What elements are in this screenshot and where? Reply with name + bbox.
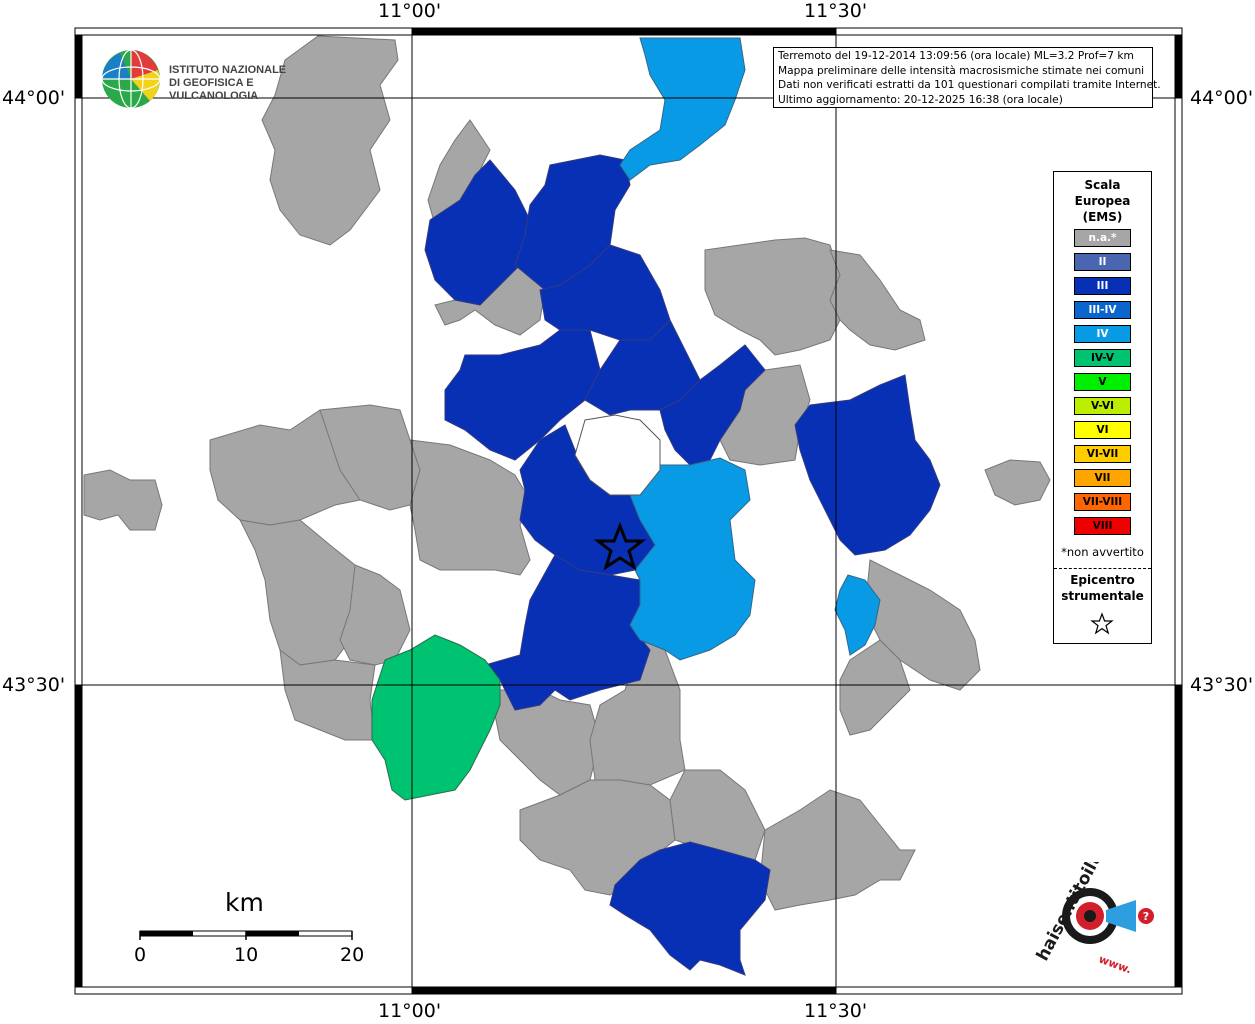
municipality-iii-far-east xyxy=(794,374,941,556)
lat-label-left-top: 44°00' xyxy=(2,87,66,109)
brand-prefix: www. xyxy=(1097,953,1133,977)
event-info-box: Terremoto del 19-12-2014 13:09:56 (ora l… xyxy=(773,47,1161,108)
unmapped-area-center xyxy=(574,414,661,496)
municipality-na-ne1 xyxy=(704,237,841,356)
scale-tick-20: 20 xyxy=(340,944,365,966)
municipality-iv-north xyxy=(619,37,746,181)
legend-swatch: VIII xyxy=(1074,517,1131,535)
ems-legend: Scala Europea (EMS) n.a.* II III III-IV IV IV… xyxy=(1053,171,1152,644)
lat-label-right-bottom: 43°30' xyxy=(1190,674,1254,696)
lat-label-left-bottom: 43°30' xyxy=(2,674,66,696)
intensity-ivv-municipalities xyxy=(371,634,501,801)
scale-tick-10: 10 xyxy=(234,944,259,966)
municipality-na-sw1 xyxy=(239,519,361,666)
legend-swatch: VI-VII xyxy=(1074,445,1131,463)
legend-swatch: V-VI xyxy=(1074,397,1131,415)
legend-swatch: IV-V xyxy=(1074,349,1131,367)
legend-swatch: VII xyxy=(1074,469,1131,487)
municipality-na-east3 xyxy=(839,639,911,736)
lon-label-bottom-left: 11°00' xyxy=(378,1000,442,1022)
event-info-line: Terremoto del 19-12-2014 13:09:56 (ora l… xyxy=(778,50,1134,62)
lat-label-right-top: 44°00' xyxy=(1190,87,1254,109)
svg-text:?: ? xyxy=(1143,910,1149,923)
event-info-line: Dati non verificati estratti da 101 ques… xyxy=(778,79,1161,91)
ingv-name-line2: DI GEOFISICA E VULCANOLOGIA xyxy=(169,77,259,102)
municipality-iii-south xyxy=(484,554,651,711)
legend-note: *non avvertito xyxy=(1061,545,1144,559)
scale-unit: km xyxy=(225,888,264,917)
municipality-iv-center xyxy=(629,457,756,661)
municipality-na-farwest xyxy=(83,469,163,531)
legend-swatch: n.a.* xyxy=(1074,229,1131,247)
ingv-logo: ISTITUTO NAZIONALE DI GEOFISICA E VULCAN… xyxy=(100,48,320,110)
legend-swatch: III-IV xyxy=(1074,301,1131,319)
legend-title-line3: (EMS) xyxy=(1082,210,1123,224)
question-icon xyxy=(1138,908,1154,924)
scale-bar-graphic xyxy=(139,930,353,940)
municipality-ivv-sw xyxy=(371,634,501,801)
lon-label-top-right: 11°30' xyxy=(804,0,868,22)
event-info-line: Ultimo aggiornamento: 20-12-2025 16:38 (… xyxy=(778,93,1063,106)
event-info-line: Mappa preliminare delle intensità macros… xyxy=(778,64,1145,77)
municipality-na-se1 xyxy=(759,789,916,911)
legend-swatch: IV xyxy=(1074,325,1131,343)
megaphone-icon xyxy=(1106,900,1136,932)
municipality-na-ne2 xyxy=(829,249,926,351)
epicenter-star-icon xyxy=(593,521,647,571)
lon-label-top-left: 11°00' xyxy=(378,0,442,22)
municipality-na-sw3 xyxy=(279,648,376,741)
municipality-iii-west xyxy=(444,329,601,461)
municipality-na-fareast xyxy=(984,459,1051,506)
municipality-iv-east xyxy=(834,574,881,656)
legend-swatch: III xyxy=(1074,277,1131,295)
legend-title-line2: Europea xyxy=(1074,194,1131,208)
lon-label-bottom-right: 11°30' xyxy=(804,1000,868,1022)
municipality-iii-south-se xyxy=(609,841,771,976)
legend-swatch: VII-VIII xyxy=(1074,493,1131,511)
municipality-na-east2 xyxy=(864,559,981,691)
legend-epicenter-line2: strumentale xyxy=(1061,589,1144,603)
municipality-iii-east xyxy=(659,344,766,466)
legend-swatch: VI xyxy=(1074,421,1131,439)
legend-swatch: V xyxy=(1074,373,1131,391)
municipality-na-south1 xyxy=(494,689,601,796)
legend-star-icon xyxy=(1090,612,1114,635)
municipality-na-nw xyxy=(261,35,399,246)
haisentito-logo: ? haisentitoilterremoto.it www. xyxy=(1033,862,1157,977)
intensity-iv-municipalities xyxy=(619,37,881,661)
intensity-iii-municipalities xyxy=(424,154,941,976)
na-municipalities xyxy=(83,35,1051,911)
map-frame xyxy=(74,27,1183,995)
scale-bar: km 0 10 20 xyxy=(130,888,370,968)
legend-swatch: II xyxy=(1074,253,1131,271)
ingv-name-line1: ISTITUTO NAZIONALE xyxy=(169,64,287,76)
legend-title-line1: Scala xyxy=(1084,178,1121,192)
legend-divider xyxy=(1054,568,1151,569)
legend-epicenter-line1: Epicentro xyxy=(1070,573,1135,587)
ingv-globe-icon xyxy=(101,49,161,109)
scale-tick-0: 0 xyxy=(134,944,147,966)
municipality-na-west3 xyxy=(409,439,531,576)
